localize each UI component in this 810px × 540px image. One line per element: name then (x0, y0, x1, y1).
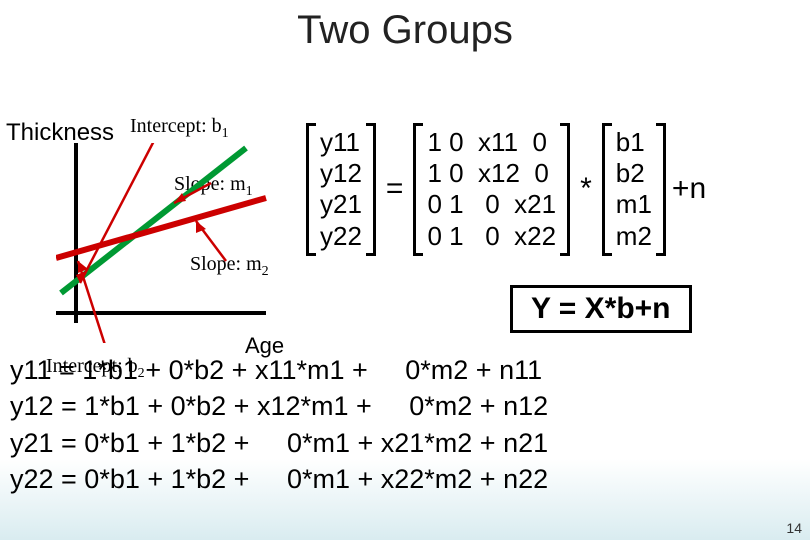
intercept-b1-sub: 1 (222, 126, 229, 141)
formula-box: Y = X*b+n (510, 285, 692, 333)
arrow-to-b2 (78, 261, 106, 343)
group2-line (56, 198, 266, 258)
b-cell: m1 (616, 189, 652, 220)
X-row: 1 0 x12 0 (427, 158, 556, 189)
Y-cell: y22 (320, 221, 362, 252)
slide-title: Two Groups (0, 0, 810, 53)
Y-vector: y11y12y21y22 (306, 123, 376, 256)
intercept-b1-text: Intercept: b (130, 115, 222, 137)
plot-svg (56, 143, 286, 343)
multiply-sign: * (570, 172, 602, 206)
matrix-equation: y11y12y21y22 = 1 0 x11 01 0 x12 00 1 0 x… (306, 123, 706, 256)
Y-cell: y11 (320, 127, 362, 158)
X-row: 1 0 x11 0 (427, 127, 556, 158)
X-row: 0 1 0 x22 (427, 221, 556, 252)
plus-n: +n (666, 172, 706, 206)
upper-region: Thickness Intercept: b1 Slope: m1 Slope:… (0, 53, 810, 308)
b-vector: b1b2m1m2 (602, 123, 666, 256)
arrow-to-b1 (80, 143, 156, 283)
group1-line (61, 148, 246, 293)
equals-sign: = (376, 172, 414, 206)
expanded-equations: y11 = 1*b1 + 0*b2 + x11*m1 + 0*m2 + n11 … (10, 352, 548, 498)
b-cell: m2 (616, 221, 652, 252)
X-matrix: 1 0 x11 01 0 x12 00 1 0 x210 1 0 x22 (413, 123, 570, 256)
intercept-b1-label: Intercept: b1 (130, 115, 229, 142)
X-row: 0 1 0 x21 (427, 189, 556, 220)
slide-number: 14 (786, 520, 802, 536)
Y-cell: y12 (320, 158, 362, 189)
b-cell: b1 (616, 127, 652, 158)
b-cell: b2 (616, 158, 652, 189)
Y-cell: y21 (320, 189, 362, 220)
